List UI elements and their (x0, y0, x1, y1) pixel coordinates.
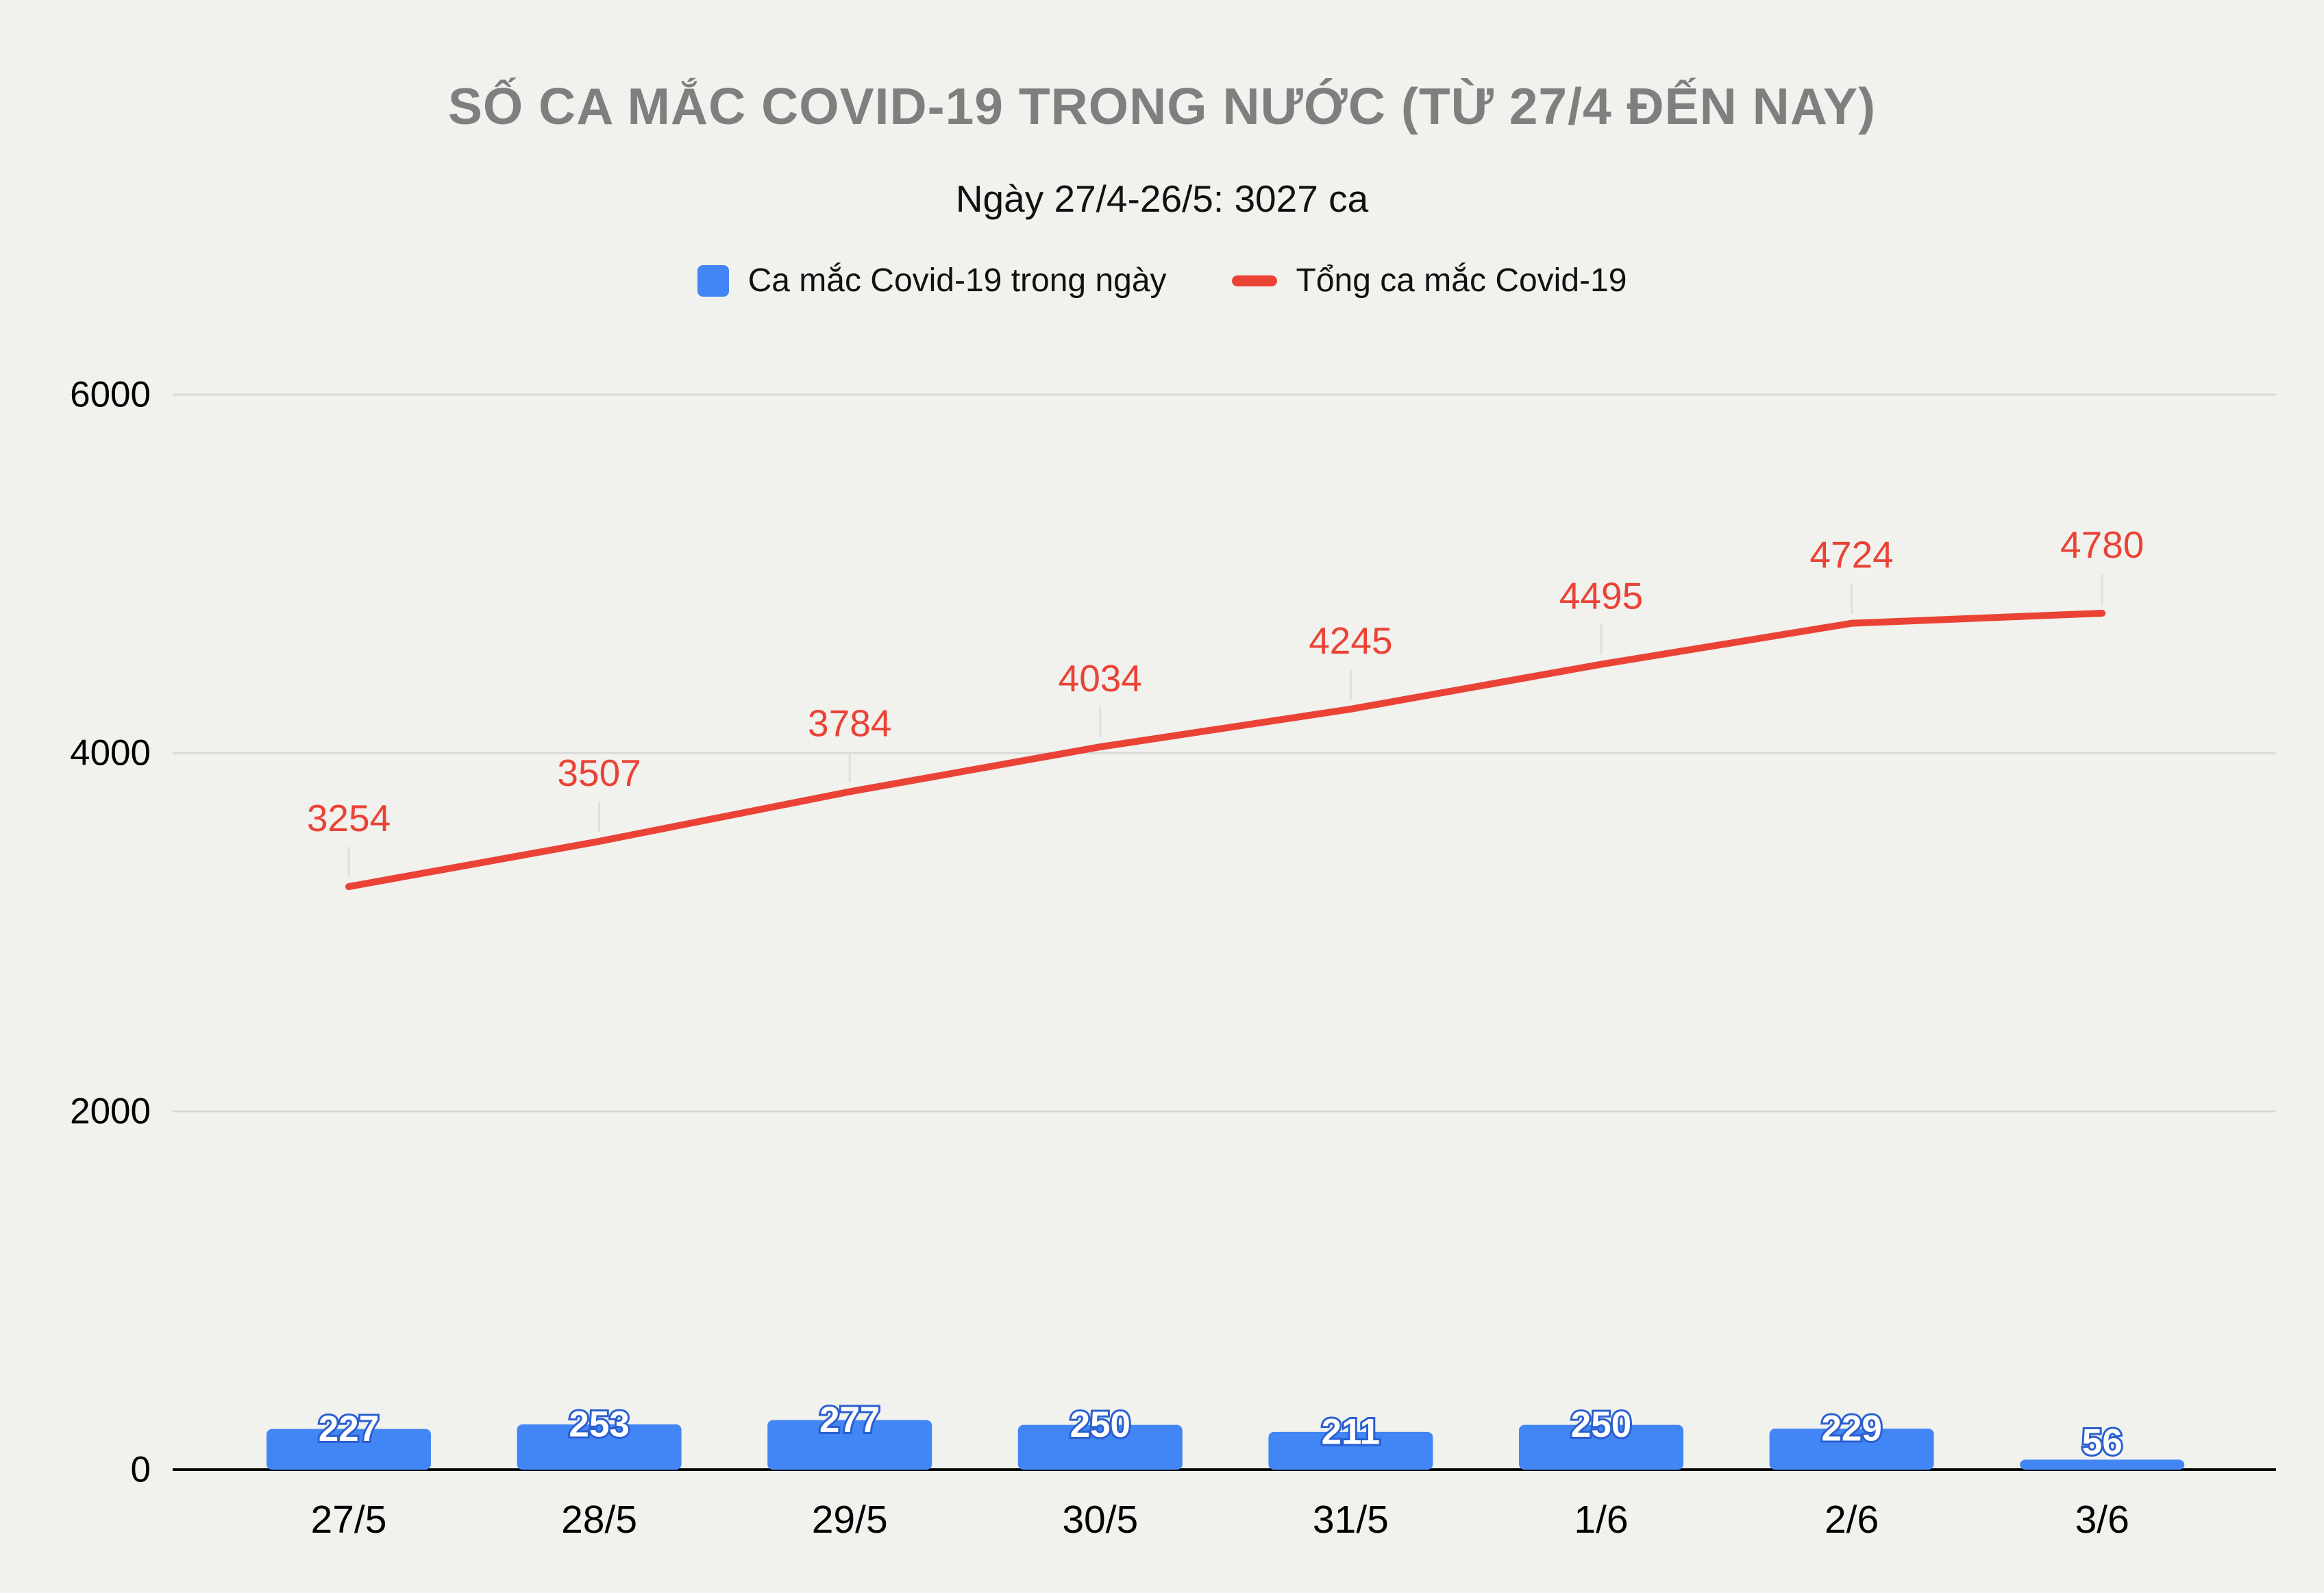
line-value-label: 4780 (2060, 523, 2144, 566)
x-tick-label: 3/6 (2075, 1498, 2129, 1542)
line-value-label: 4245 (1309, 619, 1392, 662)
daily-cases-bar (517, 1424, 682, 1470)
line-value-label: 4724 (1809, 534, 1893, 576)
y-tick-label: 2000 (70, 1091, 151, 1132)
daily-cases-bar (1519, 1424, 1683, 1470)
x-tick-label: 1/6 (1574, 1498, 1628, 1542)
line-value-label: 3784 (808, 702, 891, 744)
daily-cases-bar (2020, 1459, 2185, 1470)
x-tick-label: 30/5 (1062, 1498, 1138, 1542)
x-tick-label: 27/5 (311, 1498, 387, 1542)
x-tick-label: 31/5 (1313, 1498, 1389, 1542)
line-value-label: 4495 (1559, 575, 1643, 617)
bar-series-swatch (697, 264, 729, 297)
y-tick-label: 6000 (70, 375, 151, 415)
y-tick-label: 0 (131, 1450, 151, 1490)
daily-cases-bar (1769, 1429, 1934, 1470)
line-value-label: 4034 (1059, 657, 1142, 700)
x-tick-label: 2/6 (1825, 1498, 1879, 1542)
legend-label-daily-cases: Ca mắc Covid-19 trong ngày (747, 262, 1167, 299)
legend-item-total-cases: Tổng ca mắc Covid-19 (1231, 262, 1627, 299)
legend: Ca mắc Covid-19 trong ngày Tổng ca mắc C… (0, 262, 2324, 299)
daily-cases-bar (267, 1429, 431, 1470)
line-value-label: 3507 (557, 752, 641, 794)
legend-item-daily-cases: Ca mắc Covid-19 trong ngày (697, 262, 1167, 299)
x-tick-label: 28/5 (561, 1498, 637, 1542)
bar-value-label: 56 (2082, 1422, 2123, 1463)
chart-subtitle: Ngày 27/4-26/5: 3027 ca (955, 177, 1369, 220)
chart-title: SỐ CA MẮC COVID-19 TRONG NƯỚC (TỪ 27/4 Đ… (447, 77, 1877, 135)
bar-value-label: 277 (819, 1400, 880, 1440)
x-tick-label: 29/5 (812, 1498, 888, 1542)
bar-value-label: 229 (1821, 1409, 1881, 1449)
line-series-swatch (1231, 275, 1277, 286)
bar-value-label: 227 (319, 1409, 379, 1449)
total-cases-line (345, 610, 2106, 891)
bar-value-label: 250 (1070, 1405, 1130, 1445)
legend-label-total-cases: Tổng ca mắc Covid-19 (1296, 262, 1627, 299)
line-value-label: 3254 (307, 797, 391, 839)
bar-value-label: 250 (1571, 1405, 1631, 1445)
daily-cases-bar (1268, 1431, 1433, 1470)
daily-cases-bar (767, 1420, 932, 1470)
y-tick-label: 4000 (70, 733, 151, 774)
bar-value-label: 211 (1322, 1411, 1381, 1452)
bar-value-label: 253 (569, 1404, 629, 1444)
daily-cases-bar (1017, 1424, 1183, 1470)
